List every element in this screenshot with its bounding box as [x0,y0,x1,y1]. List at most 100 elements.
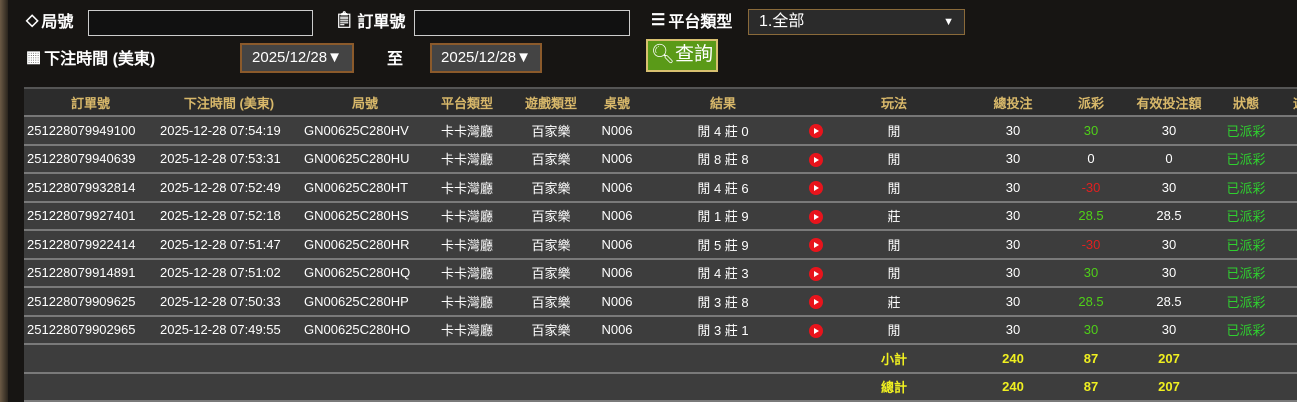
table-cell: 30 [965,315,1061,345]
play-video-icon[interactable] [809,209,823,224]
table-cell: 小計 [823,344,965,374]
table-cell: 207 [1121,372,1217,402]
table-cell: 百家樂 [505,287,597,317]
table-cell [1275,344,1297,374]
status-cell: 已派彩 [1217,201,1275,231]
table-cell: 30 [1121,116,1217,146]
table-cell: 百家樂 [505,230,597,260]
table-cell: 卡卡灣廳 [429,315,505,345]
payout-cell: 30 [1061,116,1121,146]
table-cell: GN00625C280HT [301,173,429,203]
payout-cell: 28.5 [1061,201,1121,231]
play-video-icon[interactable] [809,323,823,338]
table-cell: GN00625C280HP [301,287,429,317]
table-cell: 閒 [823,116,965,146]
date-from-picker[interactable]: 2025/12/28▼ [240,43,354,73]
table-cell: 閒 [823,230,965,260]
table-row[interactable]: 251228079902965 2025-12-28 07:49:55 GN0062… [24,315,1297,345]
status-cell: 已派彩 [1217,144,1275,174]
table-cell: GN00625C280HQ [301,258,429,288]
table-cell: 2025-12-28 07:49:55 [157,315,301,345]
table-row[interactable]: 251228079922414 2025-12-28 07:51:47 GN0062… [24,230,1297,260]
play-video-icon[interactable] [809,124,823,139]
column-header: 局號 [301,87,429,117]
play-video-icon[interactable] [809,238,823,253]
table-cell: 30 [1121,258,1217,288]
replay-cell [809,315,823,345]
table-cell: 251228079902965 [24,315,157,345]
table-cell: N006 [597,201,637,231]
table-cell: 閒 [823,258,965,288]
payout-cell: 30 [1061,258,1121,288]
play-video-icon[interactable] [809,266,823,281]
status-cell: 已派彩 [1217,258,1275,288]
order-input[interactable] [414,10,630,36]
replay-cell [809,144,823,174]
play-video-icon[interactable] [809,181,823,196]
search-button[interactable]: 🔍︎查詢 [646,39,718,72]
play-video-icon[interactable] [809,152,823,167]
table-cell: 閒 1 莊 9 [637,201,809,231]
table-cell: N006 [597,144,637,174]
table-cell: 卡卡灣廳 [429,287,505,317]
list-icon: ☰ [651,12,666,29]
table-cell: 閒 4 莊 0 [637,116,809,146]
tag-icon: ◇ [26,12,39,29]
payout-cell: 0 [1061,144,1121,174]
table-row[interactable]: 251228079940639 2025-12-28 07:53:31 GN0062… [24,144,1297,174]
table-row[interactable]: 251228079914891 2025-12-28 07:51:02 GN0062… [24,258,1297,288]
date-to-picker[interactable]: 2025/12/28▼ [430,43,542,73]
page-edge [0,0,8,402]
round-input[interactable] [88,10,313,36]
table-row[interactable]: 251228079927401 2025-12-28 07:52:18 GN0062… [24,201,1297,231]
table-cell: N006 [597,116,637,146]
status-cell: 已派彩 [1217,315,1275,345]
table-cell: 2025-12-28 07:50:33 [157,287,301,317]
table-cell: 閒 5 莊 9 [637,230,809,260]
play-video-icon[interactable] [809,295,823,310]
column-header: 桌號 [597,87,637,117]
table-row[interactable]: 251228079909625 2025-12-28 07:50:33 GN0062… [24,287,1297,317]
table-cell: 閒 [823,315,965,345]
table-cell: N006 [597,230,637,260]
payout-cell: 28.5 [1061,287,1121,317]
table-cell: 240 [965,344,1061,374]
table-cell [24,372,823,402]
table-cell: 百家樂 [505,116,597,146]
column-header: 有效投注額 [1121,87,1217,117]
round-label: ◇ 局號 [26,12,74,31]
table-cell [1275,116,1297,146]
calendar-icon: ▦ [26,49,42,66]
table-cell: 0 [1121,144,1217,174]
table-cell [1275,315,1297,345]
table-cell: 2025-12-28 07:53:31 [157,144,301,174]
status-cell: 已派彩 [1217,173,1275,203]
column-header: 訂單號 [24,87,157,117]
table-cell: GN00625C280HO [301,315,429,345]
time-label: ▦ 下注時間 (美東) [26,49,156,68]
table-cell: 閒 3 莊 8 [637,287,809,317]
column-header: 結果 [637,87,809,117]
table-cell: 百家樂 [505,173,597,203]
table-cell: 251228079949100 [24,116,157,146]
table-cell: 百家樂 [505,258,597,288]
platform-select[interactable]: 1.全部 ▼ [748,9,965,35]
search-icon: 🔍︎ [650,44,676,65]
table-cell: 30 [965,230,1061,260]
table-row[interactable]: 251228079949100 2025-12-28 07:54:19 GN0062… [24,116,1297,146]
column-header: 玩法 [823,87,965,117]
table-cell [1275,230,1297,260]
table-cell: 2025-12-28 07:52:18 [157,201,301,231]
table-cell: 207 [1121,344,1217,374]
table-cell: 251228079914891 [24,258,157,288]
replay-cell [809,201,823,231]
table-cell: 30 [1121,230,1217,260]
replay-cell [809,173,823,203]
table-cell: 30 [965,144,1061,174]
table-cell: 2025-12-28 07:52:49 [157,173,301,203]
table-cell: GN00625C280HU [301,144,429,174]
clipboard-icon: 📋︎ [334,12,355,29]
table-row[interactable]: 251228079932814 2025-12-28 07:52:49 GN0062… [24,173,1297,203]
table-cell: 30 [965,287,1061,317]
table-cell [1275,372,1297,402]
